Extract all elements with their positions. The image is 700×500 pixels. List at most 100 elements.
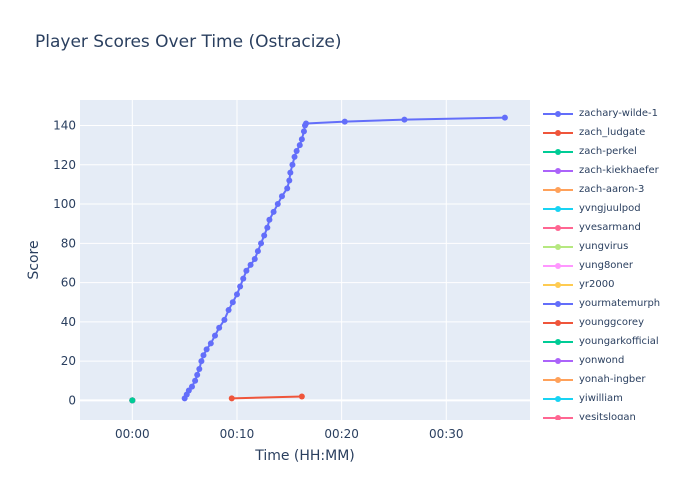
- legend-swatch: [543, 300, 573, 307]
- legend-swatch-marker: [555, 281, 561, 288]
- legend-item[interactable]: zach-perkel: [540, 142, 700, 161]
- legend-swatch-marker: [555, 205, 561, 212]
- data-point: [261, 232, 268, 239]
- x-tick-label: 00:00: [115, 427, 150, 441]
- legend-label: yonah-ingber: [579, 374, 646, 385]
- legend-item[interactable]: zach-aaron-3: [540, 180, 700, 199]
- y-tick-label: 120: [53, 158, 76, 172]
- series-layer: [129, 114, 508, 404]
- legend-swatch: [543, 319, 573, 326]
- legend-swatch-marker: [555, 110, 561, 117]
- x-tick-label: 00:30: [429, 427, 464, 441]
- data-point: [266, 216, 273, 223]
- legend-item[interactable]: yungvirus: [540, 237, 700, 256]
- legend-swatch: [543, 414, 573, 420]
- data-point: [240, 275, 247, 282]
- data-point: [203, 346, 210, 353]
- legend-item[interactable]: zachary-wilde-1: [540, 104, 700, 123]
- legend-swatch: [543, 224, 573, 231]
- series-zach-perkel: [129, 397, 136, 404]
- legend-item[interactable]: yourmatemurph: [540, 294, 700, 313]
- data-point: [278, 193, 285, 200]
- legend-swatch-marker: [555, 319, 561, 326]
- data-point: [247, 261, 254, 268]
- legend-item[interactable]: yvesarmand: [540, 218, 700, 237]
- legend-swatch: [543, 129, 573, 136]
- legend-swatch: [543, 357, 573, 364]
- data-point: [229, 299, 236, 306]
- data-point: [291, 153, 298, 160]
- legend-item[interactable]: yung8oner: [540, 256, 700, 275]
- legend-item[interactable]: yonah-ingber: [540, 370, 700, 389]
- y-axis-title: Score: [26, 240, 42, 279]
- legend-swatch-marker: [555, 243, 561, 250]
- series-zach_ludgate: [228, 393, 305, 402]
- legend-item[interactable]: yiwilliam: [540, 389, 700, 408]
- data-point: [296, 142, 303, 149]
- data-point: [298, 393, 305, 400]
- legend-item[interactable]: youngarkofficial: [540, 332, 700, 351]
- y-tick-label: 100: [53, 197, 76, 211]
- y-tick-label: 60: [61, 276, 76, 290]
- x-tick-label: 00:20: [324, 427, 359, 441]
- data-point: [251, 256, 258, 263]
- data-point: [194, 371, 201, 378]
- data-point: [254, 248, 261, 255]
- data-point: [274, 201, 281, 208]
- legend-swatch-marker: [555, 414, 561, 420]
- legend-swatch: [543, 338, 573, 345]
- data-point: [243, 267, 250, 274]
- legend-label: yonwond: [579, 355, 625, 366]
- data-point: [192, 377, 199, 384]
- legend-item[interactable]: yvngjuulpod: [540, 199, 700, 218]
- legend-swatch-marker: [555, 376, 561, 383]
- plot-background: [80, 100, 530, 420]
- x-tick-label: 00:10: [220, 427, 255, 441]
- legend-label: yr2000: [579, 279, 615, 290]
- legend-swatch-marker: [555, 224, 561, 231]
- data-point: [501, 114, 508, 121]
- legend-label: zach-kiekhaefer: [579, 165, 659, 176]
- data-point: [303, 120, 310, 127]
- data-point: [287, 169, 294, 176]
- legend-label: zach_ludgate: [579, 127, 646, 138]
- data-point: [196, 365, 203, 372]
- data-point: [221, 316, 228, 323]
- data-point: [225, 307, 232, 314]
- data-point: [298, 136, 305, 143]
- data-point: [293, 148, 300, 155]
- chart-title: Player Scores Over Time (Ostracize): [35, 32, 342, 52]
- legend-item[interactable]: yr2000: [540, 275, 700, 294]
- data-point: [258, 240, 265, 247]
- legend-item[interactable]: younggcorey: [540, 313, 700, 332]
- legend-label: yvngjuulpod: [579, 203, 641, 214]
- data-point: [300, 128, 307, 135]
- data-point: [200, 352, 207, 359]
- y-axis-ticks: 0 20 40 60 80 100 120 140: [53, 119, 76, 408]
- legend-swatch: [543, 243, 573, 250]
- legend-swatch-marker: [555, 167, 561, 174]
- legend-swatch: [543, 395, 573, 402]
- y-tick-label: 40: [61, 315, 76, 329]
- data-point: [129, 397, 136, 404]
- y-tick-label: 0: [68, 393, 76, 407]
- legend-item[interactable]: yonwond: [540, 351, 700, 370]
- x-axis-ticks: 00:00 00:10 00:20 00:30: [115, 427, 464, 441]
- legend-item[interactable]: zach_ludgate: [540, 123, 700, 142]
- legend-swatch: [543, 376, 573, 383]
- legend-label: yourmatemurph: [579, 298, 661, 309]
- data-point: [198, 358, 205, 365]
- data-point: [237, 283, 244, 290]
- legend-swatch: [543, 281, 573, 288]
- legend-item[interactable]: yesitslogan: [540, 408, 700, 420]
- series-zachary-wilde-1: [181, 114, 508, 402]
- legend-swatch: [543, 110, 573, 117]
- legend-label: yiwilliam: [579, 393, 623, 404]
- data-point: [286, 177, 293, 184]
- legend-item[interactable]: zach-kiekhaefer: [540, 161, 700, 180]
- legend-swatch: [543, 262, 573, 269]
- legend-label: youngarkofficial: [579, 336, 659, 347]
- data-point: [212, 332, 218, 339]
- legend-swatch-marker: [555, 262, 561, 269]
- legend-swatch-marker: [555, 148, 561, 155]
